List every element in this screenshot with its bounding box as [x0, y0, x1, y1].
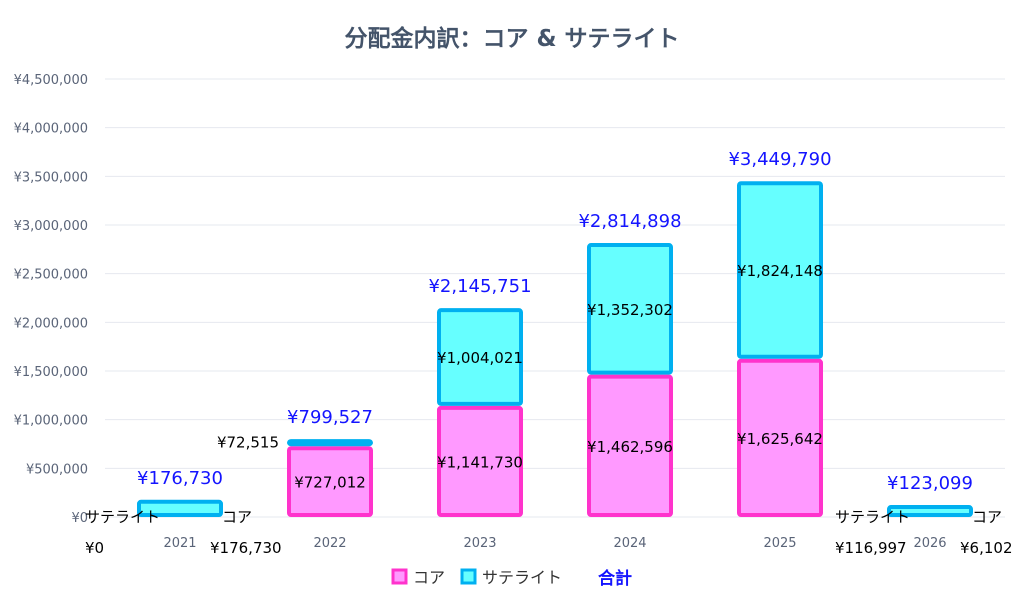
legend-label-core: コア [413, 568, 445, 587]
total-label: ¥123,099 [887, 473, 973, 494]
total-label: ¥176,730 [137, 468, 223, 489]
series-name-label: サテライト [85, 508, 160, 526]
data-label: ¥6,102 [960, 539, 1013, 557]
bar-segment-satellite [587, 243, 673, 375]
y-tick-label: ¥4,500,000 [14, 73, 88, 88]
data-label: ¥116,997 [835, 539, 907, 557]
series-name-label: コア [222, 508, 252, 526]
bar-segment-core [587, 374, 673, 517]
total-label: ¥3,449,790 [728, 149, 831, 170]
data-label: ¥1,625,642 [737, 430, 823, 448]
x-tick-label: 2021 [163, 536, 196, 551]
data-label: ¥0 [85, 539, 104, 557]
y-tick-label: ¥1,500,000 [14, 365, 88, 380]
legend-label-total: 合計 [598, 568, 632, 589]
bar-segment-satellite [737, 181, 823, 359]
legend-label-satellite: サテライト [482, 568, 562, 587]
bar-segment-satellite [887, 505, 973, 518]
x-tick-label: 2026 [913, 536, 946, 551]
bar-segment-satellite [437, 308, 523, 406]
data-label: ¥1,004,021 [437, 349, 523, 367]
y-tick-label: ¥4,000,000 [14, 122, 88, 137]
y-tick-label: ¥3,500,000 [14, 170, 88, 185]
data-label: ¥1,462,596 [587, 438, 673, 456]
bar-segment-core [737, 358, 823, 517]
data-label: ¥1,141,730 [437, 453, 523, 471]
total-label: ¥2,145,751 [428, 276, 531, 297]
x-tick-label: 2025 [763, 536, 796, 551]
x-tick-label: 2024 [613, 536, 646, 551]
y-tick-label: ¥0 [71, 511, 88, 526]
data-label: ¥1,352,302 [587, 301, 673, 319]
total-label: ¥2,814,898 [578, 211, 681, 232]
bar-segment-satellite [137, 499, 223, 517]
legend-swatch-core [391, 568, 408, 585]
x-tick-label: 2023 [463, 536, 496, 551]
series-name-label: サテライト [835, 508, 910, 526]
data-label: ¥176,730 [210, 539, 282, 557]
bar-segment-core [287, 446, 373, 517]
legend-swatch-satellite [460, 568, 477, 585]
data-label: ¥727,012 [294, 474, 366, 492]
series-name-label: コア [972, 508, 1002, 526]
y-tick-label: ¥2,500,000 [14, 268, 88, 283]
x-tick-label: 2022 [313, 536, 346, 551]
legend: コア サテライト 合計 [391, 568, 632, 589]
y-tick-label: ¥3,000,000 [14, 219, 88, 234]
bar-segment-satellite [287, 439, 373, 447]
data-label: ¥1,824,148 [737, 262, 823, 280]
total-label: ¥799,527 [287, 407, 373, 428]
y-tick-label: ¥1,000,000 [14, 414, 88, 429]
bar-segment-core [437, 405, 523, 517]
y-tick-label: ¥2,000,000 [14, 316, 88, 331]
y-tick-label: ¥500,000 [26, 462, 88, 477]
chart-title: 分配金内訳：コア & サテライト [344, 25, 679, 52]
data-label: ¥72,515 [217, 434, 279, 452]
